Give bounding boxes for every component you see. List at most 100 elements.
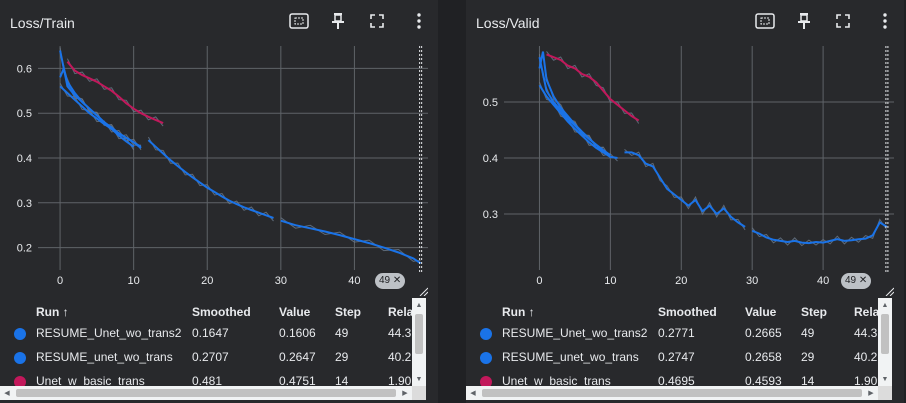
column-header-smoothed[interactable]: Smoothed [192, 305, 251, 319]
run-name: Unet_w_basic_trans [502, 374, 611, 388]
smoothed-value: 0.2747 [658, 350, 695, 364]
scroll-left-icon[interactable]: ◀ [4, 390, 10, 397]
column-header-relative[interactable]: Rela [854, 305, 880, 319]
scrollbar-corner [412, 386, 426, 400]
pin-icon[interactable] [793, 10, 815, 32]
x-tick-label: 20 [675, 275, 687, 287]
chart-svg[interactable]: 0 10 20 30 40 0.2 0.3 0.4 0.5 0.6 [0, 40, 438, 298]
step: 14 [801, 374, 815, 388]
value: 0.2647 [279, 350, 316, 364]
table-vertical-scrollbar[interactable]: ▲ ▼ [878, 298, 892, 386]
table-row[interactable]: RESUME_Unet_wo_trans2 0.2771 0.2665 49 4… [466, 322, 894, 346]
smoothed-value: 0.4695 [658, 374, 695, 388]
y-tick-label: 0.4 [483, 153, 498, 165]
resize-grip-icon[interactable] [884, 286, 894, 296]
column-header-value[interactable]: Value [279, 305, 311, 319]
run-name: RESUME_Unet_wo_trans2 [36, 326, 182, 340]
column-header-run[interactable]: Run ↑ [36, 305, 69, 319]
value: 0.4751 [279, 374, 316, 388]
scrollbar-corner [878, 386, 892, 400]
scroll-up-icon[interactable]: ▲ [415, 301, 423, 309]
runs-table: Run ↑ Smoothed Value Step Rela RESUME_Un… [466, 300, 894, 388]
step-chip[interactable]: 49 ✕ [375, 273, 406, 289]
y-tick-label: 0.6 [17, 63, 32, 75]
series-line [280, 219, 422, 265]
table-row[interactable]: RESUME_unet_wo_trans 0.2747 0.2658 29 40… [466, 346, 894, 370]
y-tick-label: 0.5 [17, 108, 32, 120]
relative-time: 1.90 [388, 374, 412, 388]
runs-table: Run ↑ Smoothed Value Step Rela RESUME_Un… [0, 300, 428, 388]
pin-icon[interactable] [327, 10, 349, 32]
more-vert-icon[interactable] [874, 10, 896, 32]
x-tick-label: 30 [275, 275, 287, 287]
x-tick-label: 0 [536, 275, 542, 287]
table-vertical-scrollbar[interactable]: ▲ ▼ [412, 298, 426, 386]
scroll-down-icon[interactable]: ▼ [881, 375, 889, 383]
y-tick-label: 0.3 [17, 198, 32, 210]
column-header-step[interactable]: Step [801, 305, 828, 319]
run-name: RESUME_unet_wo_trans [36, 350, 173, 364]
scroll-left-icon[interactable]: ◀ [470, 390, 476, 397]
run-name: RESUME_unet_wo_trans [502, 350, 639, 364]
step-chip[interactable]: 49 ✕ [841, 273, 872, 289]
table-horizontal-scrollbar[interactable]: ◀ ▶ [0, 386, 412, 400]
more-vert-icon[interactable] [408, 10, 430, 32]
series-raw-line [147, 136, 274, 222]
series-line [66, 61, 164, 125]
run-name: RESUME_Unet_wo_trans2 [502, 326, 648, 340]
fullscreen-icon[interactable] [832, 10, 854, 32]
x-tick-label: 40 [817, 275, 829, 287]
run-color-dot [480, 352, 492, 364]
series-raw-line [539, 54, 611, 159]
table-horizontal-scrollbar[interactable]: ◀ ▶ [466, 386, 878, 400]
series-line [59, 50, 142, 149]
x-tick-label: 10 [128, 275, 140, 287]
scroll-down-icon[interactable]: ▼ [415, 375, 423, 383]
table-row[interactable]: RESUME_unet_wo_trans 0.2707 0.2647 29 40… [0, 346, 428, 370]
value: 0.2665 [745, 326, 782, 340]
series-line [538, 56, 611, 157]
scrollbar-thumb[interactable] [415, 314, 423, 354]
card-title: Loss/Valid [476, 15, 540, 31]
scrollbar-thumb[interactable] [482, 389, 862, 397]
relative-time: 40.2 [854, 350, 878, 364]
close-icon[interactable]: ✕ [392, 275, 402, 286]
scrollbar-thumb[interactable] [881, 314, 889, 354]
scroll-up-icon[interactable]: ▲ [881, 301, 889, 309]
column-header-value[interactable]: Value [745, 305, 777, 319]
smoothed-value: 0.2707 [192, 350, 229, 364]
scroll-right-icon[interactable]: ▶ [402, 390, 408, 397]
line-chart[interactable]: 0 10 20 30 40 0.3 0.4 0.5 49 ✕ [466, 40, 904, 298]
resize-grip-icon[interactable] [418, 286, 428, 296]
step: 49 [801, 326, 815, 340]
table-row[interactable]: Unet_w_basic_trans 0.4695 0.4593 14 1.90 [466, 370, 894, 388]
series-raw-line [280, 217, 421, 262]
column-header-step[interactable]: Step [335, 305, 362, 319]
chart-svg[interactable]: 0 10 20 30 40 0.3 0.4 0.5 [466, 40, 904, 298]
column-header-run[interactable]: Run ↑ [502, 305, 535, 319]
close-icon[interactable]: ✕ [858, 275, 868, 286]
scroll-right-icon[interactable]: ▶ [868, 390, 874, 397]
step: 29 [335, 350, 349, 364]
step: 49 [335, 326, 349, 340]
relative-time: 44.3 [854, 326, 878, 340]
y-tick-label: 0.4 [17, 153, 32, 165]
relative-time: 1.90 [854, 374, 878, 388]
y-tick-label: 0.2 [17, 243, 32, 255]
x-tick-label: 40 [348, 275, 360, 287]
step: 29 [801, 350, 815, 364]
column-header-relative[interactable]: Rela [388, 305, 414, 319]
value: 0.4593 [745, 374, 782, 388]
smoothed-value: 0.1647 [192, 326, 229, 340]
smoothed-value: 0.481 [192, 374, 223, 388]
table-row[interactable]: Unet_w_basic_trans 0.481 0.4751 14 1.90 [0, 370, 428, 388]
column-header-smoothed[interactable]: Smoothed [658, 305, 717, 319]
series-line [751, 220, 888, 245]
table-row[interactable]: RESUME_Unet_wo_trans2 0.1647 0.1606 49 4… [0, 322, 428, 346]
fullscreen-icon[interactable] [366, 10, 388, 32]
line-chart[interactable]: 0 10 20 30 40 0.2 0.3 0.4 0.5 0.6 49 ✕ [0, 40, 438, 298]
fit-domain-icon[interactable] [754, 10, 776, 32]
scrollbar-thumb[interactable] [16, 389, 396, 397]
run-name: Unet_w_basic_trans [36, 374, 145, 388]
fit-domain-icon[interactable] [288, 10, 310, 32]
